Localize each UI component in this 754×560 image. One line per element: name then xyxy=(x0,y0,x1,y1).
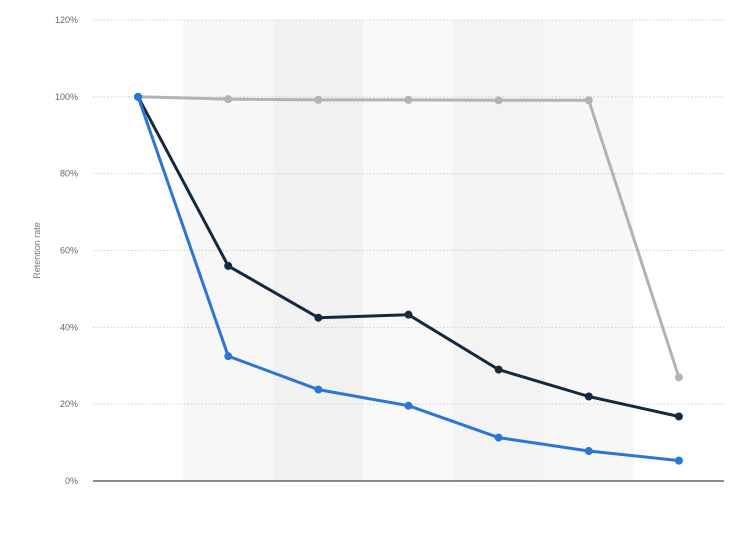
series-1-point-4[interactable] xyxy=(404,95,413,104)
y-tick-label: 40% xyxy=(60,322,78,332)
y-tick-label: 60% xyxy=(60,246,78,256)
series-1-point-7[interactable] xyxy=(674,373,683,382)
series-group xyxy=(134,92,683,465)
series-1-point-3[interactable] xyxy=(314,95,323,104)
series-2-point-3[interactable] xyxy=(314,313,323,322)
series-3-point-1[interactable] xyxy=(134,92,143,101)
column-band-6 xyxy=(543,20,635,481)
y-tick-label: 100% xyxy=(55,92,78,102)
series-2-point-2[interactable] xyxy=(224,261,233,270)
y-tick-label: 20% xyxy=(60,399,78,409)
y-tick-label: 0% xyxy=(65,476,78,486)
series-3-point-4[interactable] xyxy=(404,401,413,410)
series-1-point-5[interactable] xyxy=(494,96,503,105)
series-2-point-4[interactable] xyxy=(404,310,413,319)
series-1-point-6[interactable] xyxy=(584,96,593,105)
y-tick-label: 120% xyxy=(55,15,78,25)
series-3-point-3[interactable] xyxy=(314,385,323,394)
y-axis-ticks: 0% 20% 40% 60% 80% 100% 120% xyxy=(55,15,78,486)
y-tick-label: 80% xyxy=(60,169,78,179)
series-3-point-7[interactable] xyxy=(674,456,683,465)
series-2-point-7[interactable] xyxy=(674,412,683,421)
series-3-point-5[interactable] xyxy=(494,433,503,442)
series-3-point-2[interactable] xyxy=(224,352,233,361)
y-axis-title: Retention rate xyxy=(32,222,42,279)
series-2-point-5[interactable] xyxy=(494,365,503,374)
series-2-point-6[interactable] xyxy=(584,392,593,401)
column-band-2 xyxy=(183,20,274,481)
series-3-point-6[interactable] xyxy=(584,447,593,456)
series-1-point-2[interactable] xyxy=(224,95,233,104)
